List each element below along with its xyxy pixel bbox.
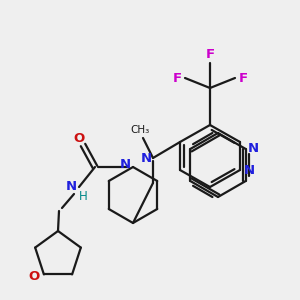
Text: F: F <box>172 71 182 85</box>
Text: N: N <box>119 158 130 170</box>
Text: F: F <box>206 49 214 62</box>
Text: N: N <box>140 152 152 164</box>
Text: O: O <box>28 270 40 283</box>
Text: N: N <box>65 181 76 194</box>
Text: O: O <box>74 131 85 145</box>
Text: N: N <box>244 164 255 176</box>
Text: H: H <box>79 190 87 202</box>
Text: N: N <box>248 142 259 155</box>
Text: CH₃: CH₃ <box>130 125 150 135</box>
Text: F: F <box>238 71 247 85</box>
